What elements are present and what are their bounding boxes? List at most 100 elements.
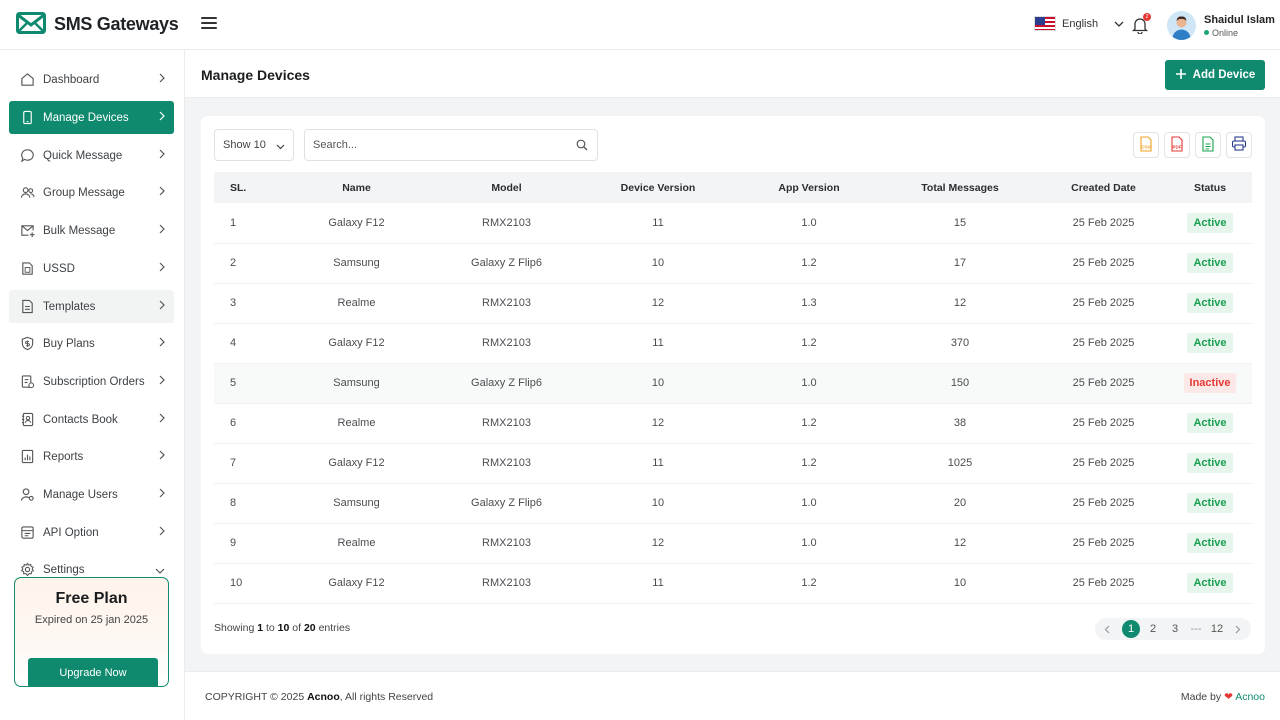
status-cell: Active bbox=[1168, 403, 1252, 443]
column-header[interactable]: SL. bbox=[230, 181, 247, 194]
column-header[interactable]: Device Version bbox=[620, 181, 696, 194]
online-dot-icon bbox=[1204, 30, 1209, 35]
sidebar-item-manage-users[interactable]: Manage Users bbox=[9, 478, 174, 511]
status-cell: Active bbox=[1168, 323, 1252, 363]
user-menu[interactable]: Shaidul Islam Online bbox=[1167, 11, 1275, 40]
search-icon[interactable] bbox=[576, 139, 588, 154]
copyright-suffix: , All rights Reserved bbox=[339, 691, 434, 703]
excel-icon bbox=[1201, 135, 1215, 155]
table-row[interactable]: 6 Realme RMX2103 12 1.2 38 25 Feb 2025 Active bbox=[214, 403, 1252, 443]
api-icon bbox=[19, 525, 35, 541]
chevron-down-icon bbox=[276, 141, 285, 153]
chevron-right-icon bbox=[159, 186, 165, 199]
table-cell: 6 bbox=[230, 417, 237, 429]
column-header[interactable]: Status bbox=[1193, 181, 1227, 194]
sidebar-item-reports[interactable]: Reports bbox=[9, 440, 174, 473]
table-row[interactable]: 1 Galaxy F12 RMX2103 11 1.0 15 25 Feb 2025 Acti… bbox=[214, 203, 1252, 243]
table-row[interactable]: 7 Galaxy F12 RMX2103 11 1.2 1025 25 Feb 2025 Ac… bbox=[214, 443, 1252, 483]
table-cell: 370 bbox=[950, 337, 970, 349]
gear-icon bbox=[19, 562, 35, 578]
page-2-button[interactable]: 2 bbox=[1149, 623, 1157, 635]
sidebar-item-label: Templates bbox=[43, 300, 96, 313]
table-row[interactable]: 3 Realme RMX2103 12 1.3 12 25 Feb 2025 Active bbox=[214, 283, 1252, 323]
table-cell: 1.0 bbox=[801, 537, 817, 549]
table-cell: 25 Feb 2025 bbox=[1072, 216, 1135, 229]
column-header[interactable]: App Version bbox=[778, 181, 840, 194]
user-gear-icon bbox=[19, 487, 35, 503]
made-by-company[interactable]: Acnoo bbox=[1235, 691, 1265, 703]
table-cell: 11 bbox=[652, 457, 664, 469]
search-input[interactable] bbox=[305, 130, 565, 160]
next-page-icon[interactable] bbox=[1228, 625, 1248, 634]
table-row[interactable]: 10 Galaxy F12 RMX2103 11 1.2 10 25 Feb 2025 Act… bbox=[214, 563, 1252, 603]
page-12-button[interactable]: 12 bbox=[1210, 623, 1224, 635]
sidebar-item-label: Subscription Orders bbox=[43, 375, 145, 388]
export-excel-button[interactable] bbox=[1195, 132, 1221, 158]
page-3-button[interactable]: 3 bbox=[1171, 623, 1179, 635]
csv-icon: CSV bbox=[1139, 135, 1153, 155]
page-header: Manage Devices Add Device bbox=[185, 50, 1280, 98]
entries-to: 10 bbox=[277, 622, 290, 634]
sidebar-item-label: Manage Users bbox=[43, 488, 118, 501]
sidebar-item-group-message[interactable]: Group Message bbox=[9, 176, 174, 209]
table-row[interactable]: 8 Samsung Galaxy Z Flip6 10 1.0 20 25 Feb 2025… bbox=[214, 483, 1252, 523]
language-selector[interactable]: English bbox=[1034, 16, 1124, 31]
table-cell: 10 bbox=[651, 497, 665, 509]
status-badge: Active bbox=[1187, 333, 1233, 353]
table-cell: 2 bbox=[230, 257, 237, 269]
table-cell: 1.2 bbox=[801, 577, 817, 589]
table-row[interactable]: 4 Galaxy F12 RMX2103 11 1.2 370 25 Feb 2025 Act… bbox=[214, 323, 1252, 363]
sidebar-item-dashboard[interactable]: Dashboard bbox=[9, 63, 174, 96]
table-cell: 12 bbox=[953, 297, 967, 309]
export-pdf-button[interactable]: PDF bbox=[1164, 132, 1190, 158]
column-header[interactable]: Created Date bbox=[1071, 181, 1136, 194]
sidebar-item-manage-devices[interactable]: Manage Devices bbox=[9, 101, 174, 134]
sidebar-item-contacts-book[interactable]: Contacts Book bbox=[9, 403, 174, 436]
column-header[interactable]: Model bbox=[491, 181, 522, 194]
table-cell: Galaxy F12 bbox=[328, 216, 385, 229]
menu-toggle-icon[interactable] bbox=[201, 17, 217, 31]
copyright-company[interactable]: Acnoo bbox=[307, 691, 340, 703]
column-header[interactable]: Name bbox=[342, 181, 371, 194]
chevron-right-icon bbox=[159, 149, 165, 162]
sidebar-item-quick-message[interactable]: Quick Message bbox=[9, 139, 174, 172]
table-cell: 11 bbox=[652, 216, 664, 229]
sidebar-item-buy-plans[interactable]: Buy Plans bbox=[9, 327, 174, 360]
print-button[interactable] bbox=[1226, 132, 1252, 158]
sidebar-item-api-option[interactable]: API Option bbox=[9, 516, 174, 549]
page-size-select[interactable]: Show 10 bbox=[214, 129, 294, 161]
pagination: 1 2 3 --- 12 bbox=[1095, 618, 1251, 640]
pagination-ellipsis: --- bbox=[1190, 623, 1202, 635]
table-cell: 15 bbox=[953, 216, 967, 229]
table-row[interactable]: 2 Samsung Galaxy Z Flip6 10 1.2 17 25 Feb 2025… bbox=[214, 243, 1252, 283]
users-icon bbox=[19, 185, 35, 201]
upgrade-button[interactable]: Upgrade Now bbox=[28, 658, 158, 686]
sidebar-item-ussd[interactable]: USSD bbox=[9, 252, 174, 285]
table-cell: 10 bbox=[651, 257, 665, 269]
status-badge: Active bbox=[1187, 293, 1233, 313]
document-icon bbox=[19, 299, 35, 315]
table-cell: Samsung bbox=[333, 497, 380, 509]
table-cell: Galaxy F12 bbox=[328, 457, 385, 469]
column-header[interactable]: Total Messages bbox=[921, 181, 999, 194]
entries-of-word: of bbox=[292, 622, 302, 634]
orders-icon bbox=[19, 374, 35, 390]
table-row[interactable]: 5 Samsung Galaxy Z Flip6 10 1.0 150 25 Feb 202… bbox=[214, 363, 1252, 403]
sidebar-item-settings[interactable]: Settings bbox=[9, 553, 174, 586]
shield-dollar-icon bbox=[19, 336, 35, 352]
export-csv-button[interactable]: CSV bbox=[1133, 132, 1159, 158]
table-cell: 10 bbox=[953, 577, 967, 589]
page-1-button[interactable]: 1 bbox=[1122, 620, 1140, 638]
brand[interactable]: SMS Gateways bbox=[16, 12, 179, 37]
table-row[interactable]: 9 Realme RMX2103 12 1.0 12 25 Feb 2025 Active bbox=[214, 523, 1252, 563]
sidebar-item-templates[interactable]: Templates bbox=[9, 290, 174, 323]
sidebar-item-subscription-orders[interactable]: Subscription Orders bbox=[9, 365, 174, 398]
prev-page-icon[interactable] bbox=[1097, 625, 1117, 634]
table-cell: Realme bbox=[337, 417, 376, 429]
plan-title: Free Plan bbox=[55, 590, 128, 607]
add-device-button[interactable]: Add Device bbox=[1165, 60, 1265, 90]
sidebar-item-bulk-message[interactable]: Bulk Message bbox=[9, 214, 174, 247]
svg-text:CSV: CSV bbox=[1141, 144, 1150, 149]
table-cell: RMX2103 bbox=[482, 216, 531, 229]
notification-button[interactable]: 2 bbox=[1131, 13, 1151, 37]
